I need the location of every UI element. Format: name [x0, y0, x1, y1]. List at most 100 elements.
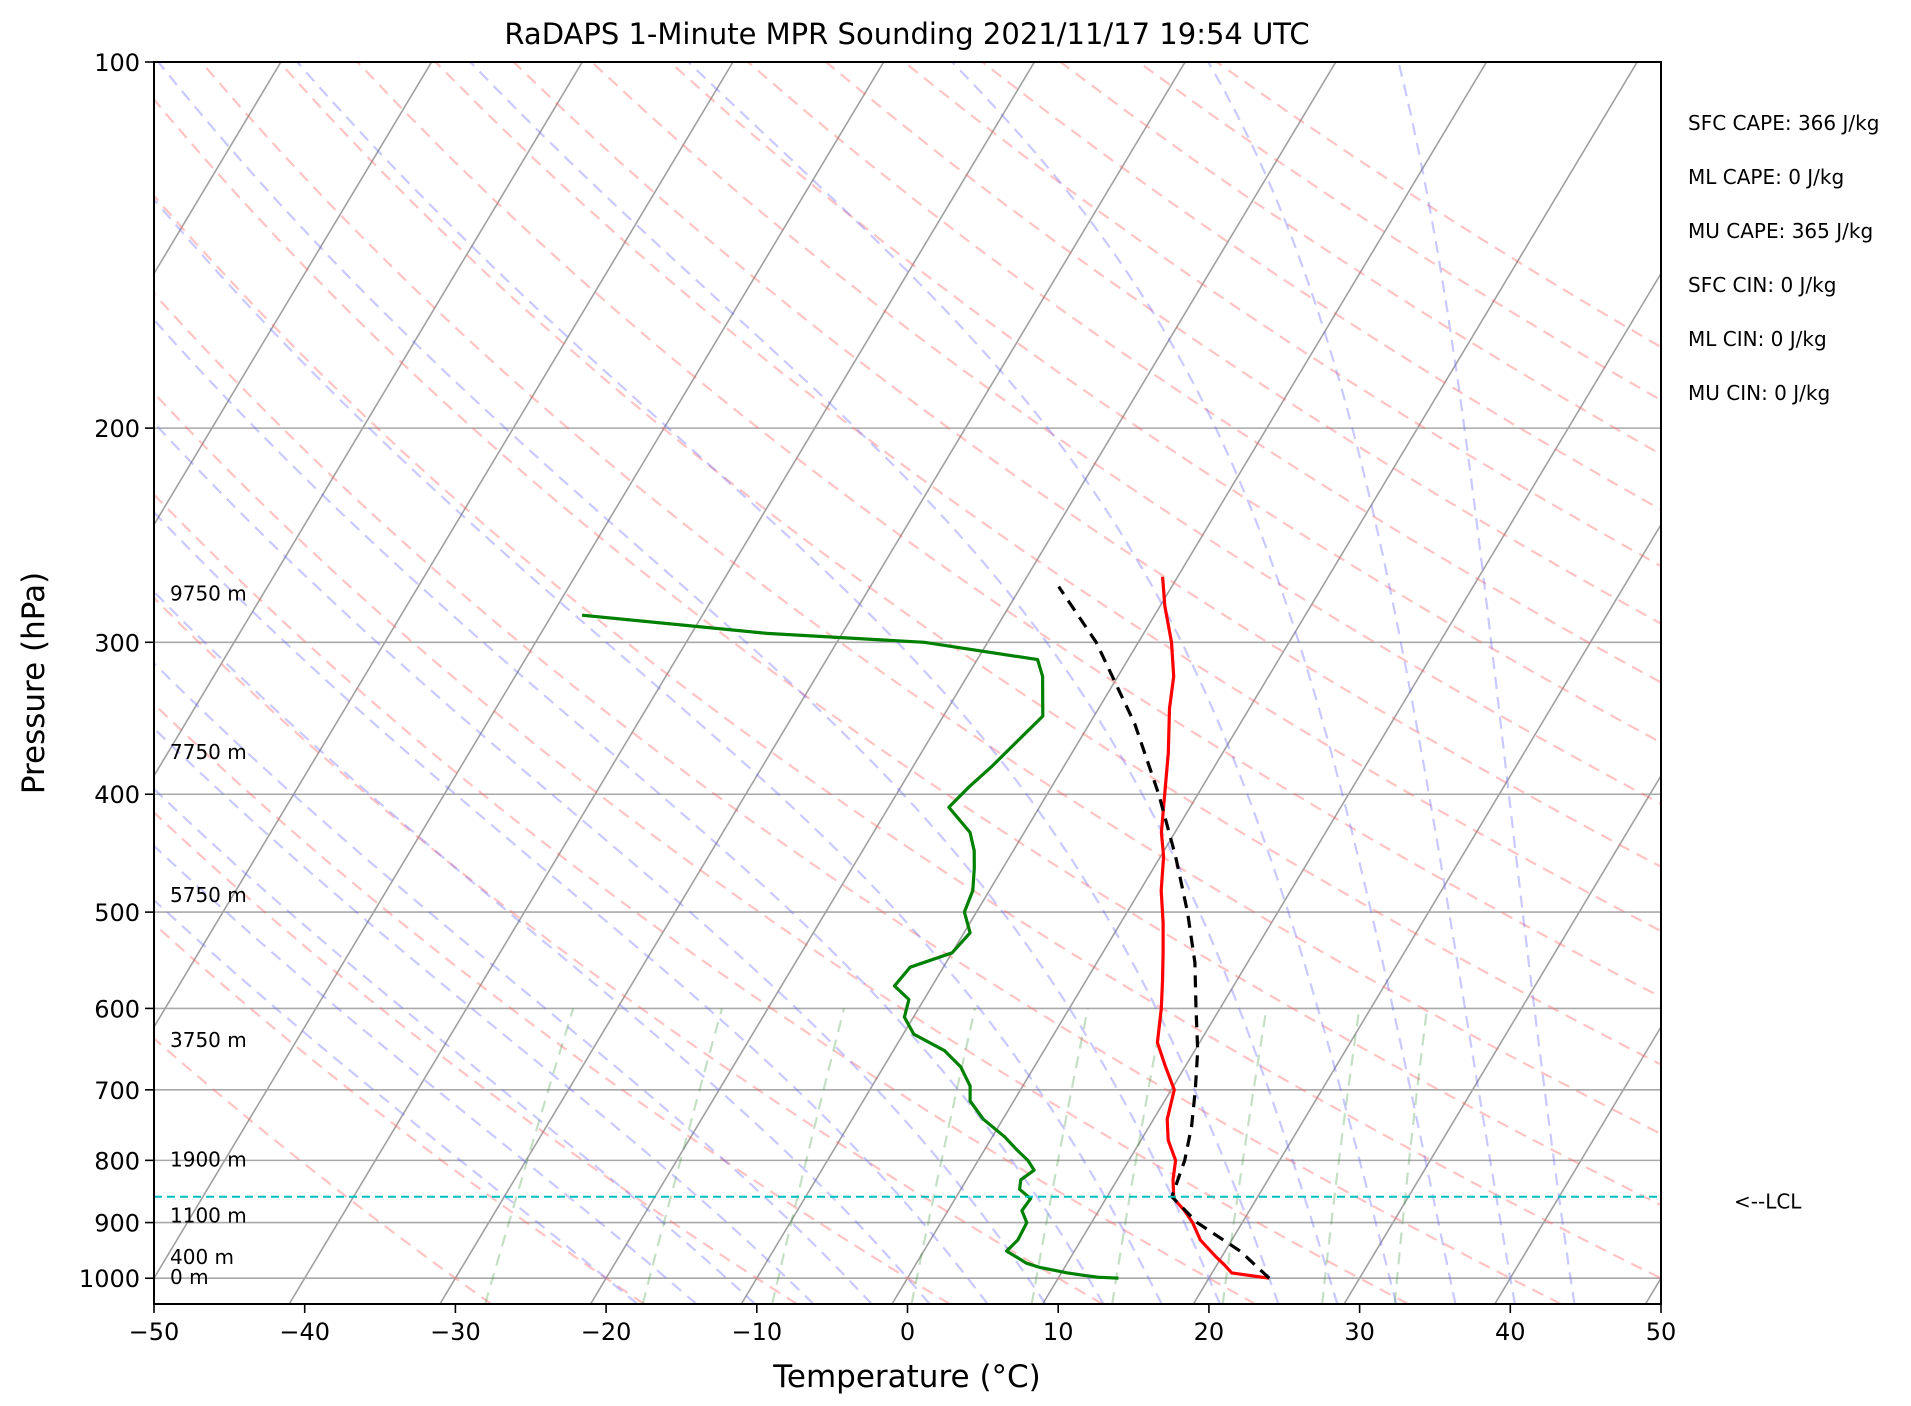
isotherm	[1494, 1025, 1661, 1304]
dry-adiabat	[825, 62, 1661, 625]
height-label: 1900 m	[170, 1147, 247, 1171]
moist-adiabat	[1207, 62, 1516, 1304]
moist-adiabat	[154, 318, 1105, 1304]
isotherm	[154, 62, 433, 527]
isotherm	[439, 62, 1186, 1304]
isotherm	[1192, 523, 1661, 1304]
dry-adiabat	[154, 291, 1562, 1304]
index-text: ML CAPE: 0 J/kg	[1688, 165, 1844, 189]
mixing-ratio-line	[1321, 1008, 1361, 1304]
index-text: ML CIN: 0 J/kg	[1688, 327, 1827, 351]
height-label: 7750 m	[170, 740, 247, 764]
y-tick-label: 1000	[79, 1265, 140, 1293]
y-tick-label: 100	[94, 49, 140, 77]
isotherm	[154, 62, 583, 778]
moist-adiabat	[687, 62, 1398, 1304]
moist-adiabat	[154, 661, 873, 1304]
y-tick-label: 500	[94, 899, 140, 927]
moist-adiabat	[154, 590, 931, 1304]
x-tick-label: 30	[1344, 1318, 1375, 1346]
moist-adiabat	[154, 726, 815, 1304]
y-axis-label: Pressure (hPa)	[16, 572, 52, 794]
moist-adiabat	[296, 62, 1280, 1304]
moist-adiabat	[154, 510, 989, 1304]
mixing-ratio-line	[1111, 1008, 1165, 1304]
dry-adiabat	[154, 702, 951, 1304]
isotherm	[1042, 271, 1661, 1304]
mixing-ratio-line	[910, 1008, 977, 1304]
x-axis-label: Temperature (°C)	[772, 1359, 1041, 1395]
x-tick-label: 0	[900, 1318, 915, 1346]
mixing-ratio-line	[771, 1008, 846, 1304]
x-tick-label: −10	[731, 1318, 782, 1346]
chart-title: RaDAPS 1-Minute MPR Sounding 2021/11/17 …	[504, 17, 1309, 51]
dry-adiabat	[512, 62, 1661, 869]
dewpoint-profile	[581, 613, 1119, 1280]
mixing-ratio-line	[1221, 1008, 1268, 1304]
height-label: 1100 m	[170, 1204, 247, 1228]
y-tick-label: 600	[94, 995, 140, 1023]
dry-adiabat	[590, 62, 1661, 806]
dry-adiabat	[154, 391, 1409, 1304]
mixing-ratio-line	[1393, 1008, 1429, 1304]
x-tick-label: 20	[1194, 1318, 1225, 1346]
height-label: 3750 m	[170, 1028, 247, 1052]
stability-indices: SFC CAPE: 366 J/kg ML CAPE: 0 J/kg MU CAPE…	[1688, 111, 1879, 405]
x-tick-label: −50	[129, 1318, 180, 1346]
height-label: 5750 m	[170, 883, 247, 907]
dry-adiabat	[154, 97, 1661, 1207]
dry-adiabat	[154, 194, 1661, 1280]
height-label: 400 m	[170, 1245, 234, 1269]
dry-adiabat	[154, 922, 645, 1304]
y-tick-label: 800	[94, 1147, 140, 1175]
y-tick-label: 900	[94, 1210, 140, 1238]
isotherm	[154, 62, 885, 1280]
y-tick-label: 300	[94, 629, 140, 657]
lcl-label: <--LCL	[1734, 1190, 1802, 1214]
data-series	[154, 576, 1661, 1280]
y-tick-label: 400	[94, 781, 140, 809]
index-text: SFC CAPE: 366 J/kg	[1688, 111, 1879, 135]
y-tick-label: 700	[94, 1077, 140, 1105]
dry-adiabat	[154, 596, 1104, 1304]
moist-adiabat	[154, 197, 1163, 1304]
parcel-profile	[1057, 585, 1271, 1280]
temperature-profile	[1155, 576, 1270, 1280]
axis-ticks: −50 −40 −30 −20 −10 0 10 20 30 40 50 100 200 300 400 50…	[79, 49, 1676, 1346]
isotherm	[154, 62, 734, 1029]
dry-adiabat	[278, 62, 1661, 1066]
moist-adiabat	[157, 62, 1222, 1304]
isotherm	[891, 62, 1638, 1304]
dry-adiabat	[200, 62, 1661, 1136]
height-label: 9750 m	[170, 581, 247, 605]
x-tick-label: −40	[279, 1318, 330, 1346]
x-tick-label: −30	[430, 1318, 481, 1346]
x-tick-label: −20	[581, 1318, 632, 1346]
x-tick-label: 50	[1646, 1318, 1677, 1346]
dry-adiabat	[154, 492, 1256, 1304]
mixing-ratio-line	[484, 1008, 575, 1304]
index-text: MU CAPE: 365 J/kg	[1688, 219, 1873, 243]
height-label: 0 m	[170, 1265, 209, 1289]
moist-adiabat	[1397, 62, 1576, 1304]
index-text: SFC CIN: 0 J/kg	[1688, 273, 1836, 297]
reference-lines	[154, 62, 1661, 1304]
x-tick-label: 40	[1495, 1318, 1526, 1346]
index-text: MU CIN: 0 J/kg	[1688, 381, 1830, 405]
dry-adiabat	[154, 811, 798, 1304]
moist-adiabat	[154, 421, 1047, 1304]
isotherm	[1343, 774, 1661, 1304]
mixing-ratio-line	[1030, 1008, 1089, 1304]
y-tick-label: 200	[94, 415, 140, 443]
mixing-ratio-line	[641, 1008, 724, 1304]
isotherm	[589, 62, 1337, 1304]
moist-adiabat	[154, 787, 756, 1304]
isotherm	[288, 62, 1036, 1304]
x-tick-label: 10	[1043, 1318, 1074, 1346]
dry-adiabat	[747, 62, 1661, 684]
moist-adiabat	[951, 62, 1457, 1304]
moist-adiabat	[154, 844, 698, 1304]
